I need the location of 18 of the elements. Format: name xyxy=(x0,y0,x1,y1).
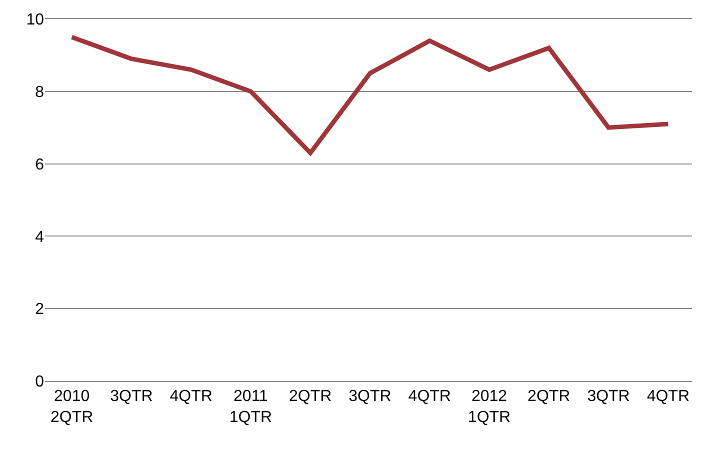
x-tick-label: 3QTR xyxy=(110,388,153,406)
y-tick-label: 2 xyxy=(35,301,44,318)
x-tick-label: 2012 1QTR xyxy=(468,388,511,426)
y-tick-label: 6 xyxy=(35,156,44,174)
x-tick-label: 4QTR xyxy=(170,388,212,406)
y-tick-label: 8 xyxy=(35,84,44,101)
x-tick-label: 2010 2QTR xyxy=(50,388,94,426)
x-tick-label: 2QTR xyxy=(289,388,332,406)
y-tick-label: 10 xyxy=(26,12,44,29)
x-tick-label: 2QTR xyxy=(528,388,570,406)
y-tick-label: 4 xyxy=(35,228,44,246)
x-tick-label: 3QTR xyxy=(348,388,392,406)
line-series xyxy=(70,34,670,156)
x-tick-label: 2011 1QTR xyxy=(229,388,272,426)
x-tick-label: 3QTR xyxy=(587,388,630,406)
x-tick-label: 4QTR xyxy=(646,388,690,406)
x-tick-label: 4QTR xyxy=(408,388,451,406)
y-tick-label: 0 xyxy=(35,374,44,391)
